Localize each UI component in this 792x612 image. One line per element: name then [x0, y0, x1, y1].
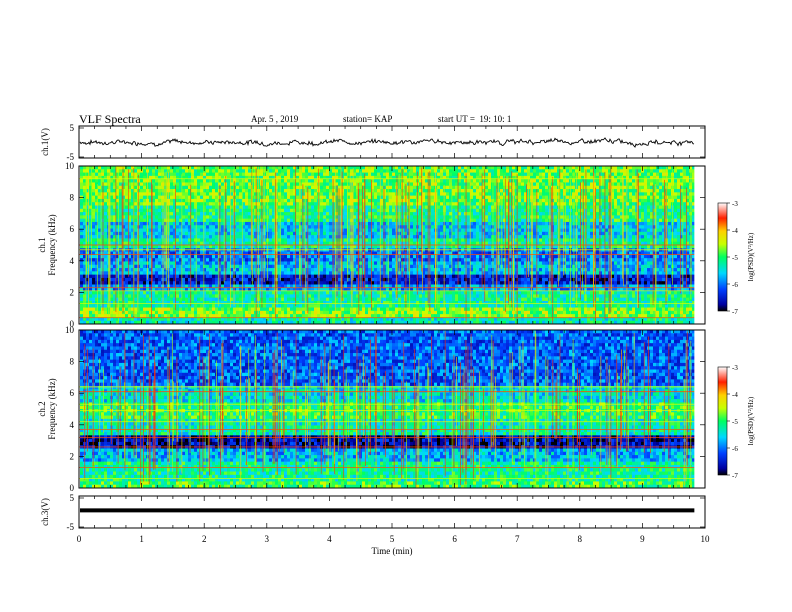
ch1-y-axis-label: ch.1Frequency (kHz): [37, 214, 57, 275]
ch1-colorbar-tick-label: -6: [732, 281, 738, 289]
figure-title: VLF Spectra: [79, 112, 141, 127]
x-tick-label: 9: [640, 534, 645, 544]
station-label: station= KAP: [343, 114, 392, 124]
ch2-y-tick-label: 4: [70, 420, 75, 430]
x-tick-label: 6: [452, 534, 457, 544]
ch1-y-tick-label: -5: [67, 152, 75, 162]
ch3-y-tick-label: -5: [67, 522, 75, 532]
ch2-colorbar: [717, 366, 728, 476]
x-tick-label: 5: [390, 534, 395, 544]
ch1-y-tick-label: 6: [70, 224, 75, 234]
ch1-colorbar-tick-label: -7: [732, 308, 738, 316]
x-tick-label: 8: [578, 534, 583, 544]
ch1-colorbar: [717, 202, 728, 312]
ch3-y-tick-label: 5: [70, 493, 75, 503]
x-tick-label: 0: [77, 534, 82, 544]
x-tick-label: 7: [515, 534, 520, 544]
x-tick-label: 4: [327, 534, 332, 544]
x-tick-label: 1: [139, 534, 144, 544]
ch1-colorbar-tick-label: -5: [732, 254, 738, 262]
ch1-spectrogram: [79, 166, 705, 325]
ch2-colorbar-tick-label: -6: [732, 445, 738, 453]
ch2-colorbar-tick-label: -4: [732, 391, 738, 399]
x-axis-label: Time (min): [372, 546, 413, 556]
x-tick-label: 10: [701, 534, 711, 544]
x-tick-label: 3: [265, 534, 270, 544]
ch1-y-tick-label: 2: [70, 287, 75, 297]
ch3-y-axis-label: ch.3(V): [40, 498, 50, 526]
ch1-colorbar-tick-label: -3: [732, 200, 738, 208]
ch2-colorbar-tick-label: -3: [732, 364, 738, 372]
ch1-y-tick-label: 10: [65, 161, 75, 171]
ch1-y-tick-label: 0: [70, 319, 75, 329]
start-time-label: start UT = 19: 10: 1: [438, 114, 511, 124]
ch2-y-tick-label: 0: [70, 483, 75, 493]
ch2-y-axis-label: ch.2Frequency (kHz): [37, 378, 57, 439]
ch2-colorbar-tick-label: -5: [732, 418, 738, 426]
ch2-y-tick-label: 2: [70, 451, 75, 461]
ch2-spectrogram: [79, 330, 705, 489]
ch1-y-axis-label: ch.1(V): [40, 128, 50, 156]
ch2-colorbar-label: log(PSD)(V²/Hz): [747, 396, 755, 445]
ch1-colorbar-tick-label: -4: [732, 227, 738, 235]
ch2-colorbar-tick-label: -7: [732, 472, 738, 480]
ch2-y-tick-label: 8: [70, 357, 75, 367]
ch1-signal-line: [79, 137, 695, 148]
ch1-y-tick-label: 4: [70, 256, 75, 266]
ch1-y-tick-label: 8: [70, 193, 75, 203]
ch2-y-tick-label: 6: [70, 388, 75, 398]
ch1-colorbar-label: log(PSD)(V²/Hz): [747, 232, 755, 281]
date-label: Apr. 5 , 2019: [251, 114, 298, 124]
ch1-y-tick-label: 5: [70, 123, 75, 133]
ch2-y-tick-label: 10: [65, 325, 75, 335]
x-tick-label: 2: [202, 534, 207, 544]
